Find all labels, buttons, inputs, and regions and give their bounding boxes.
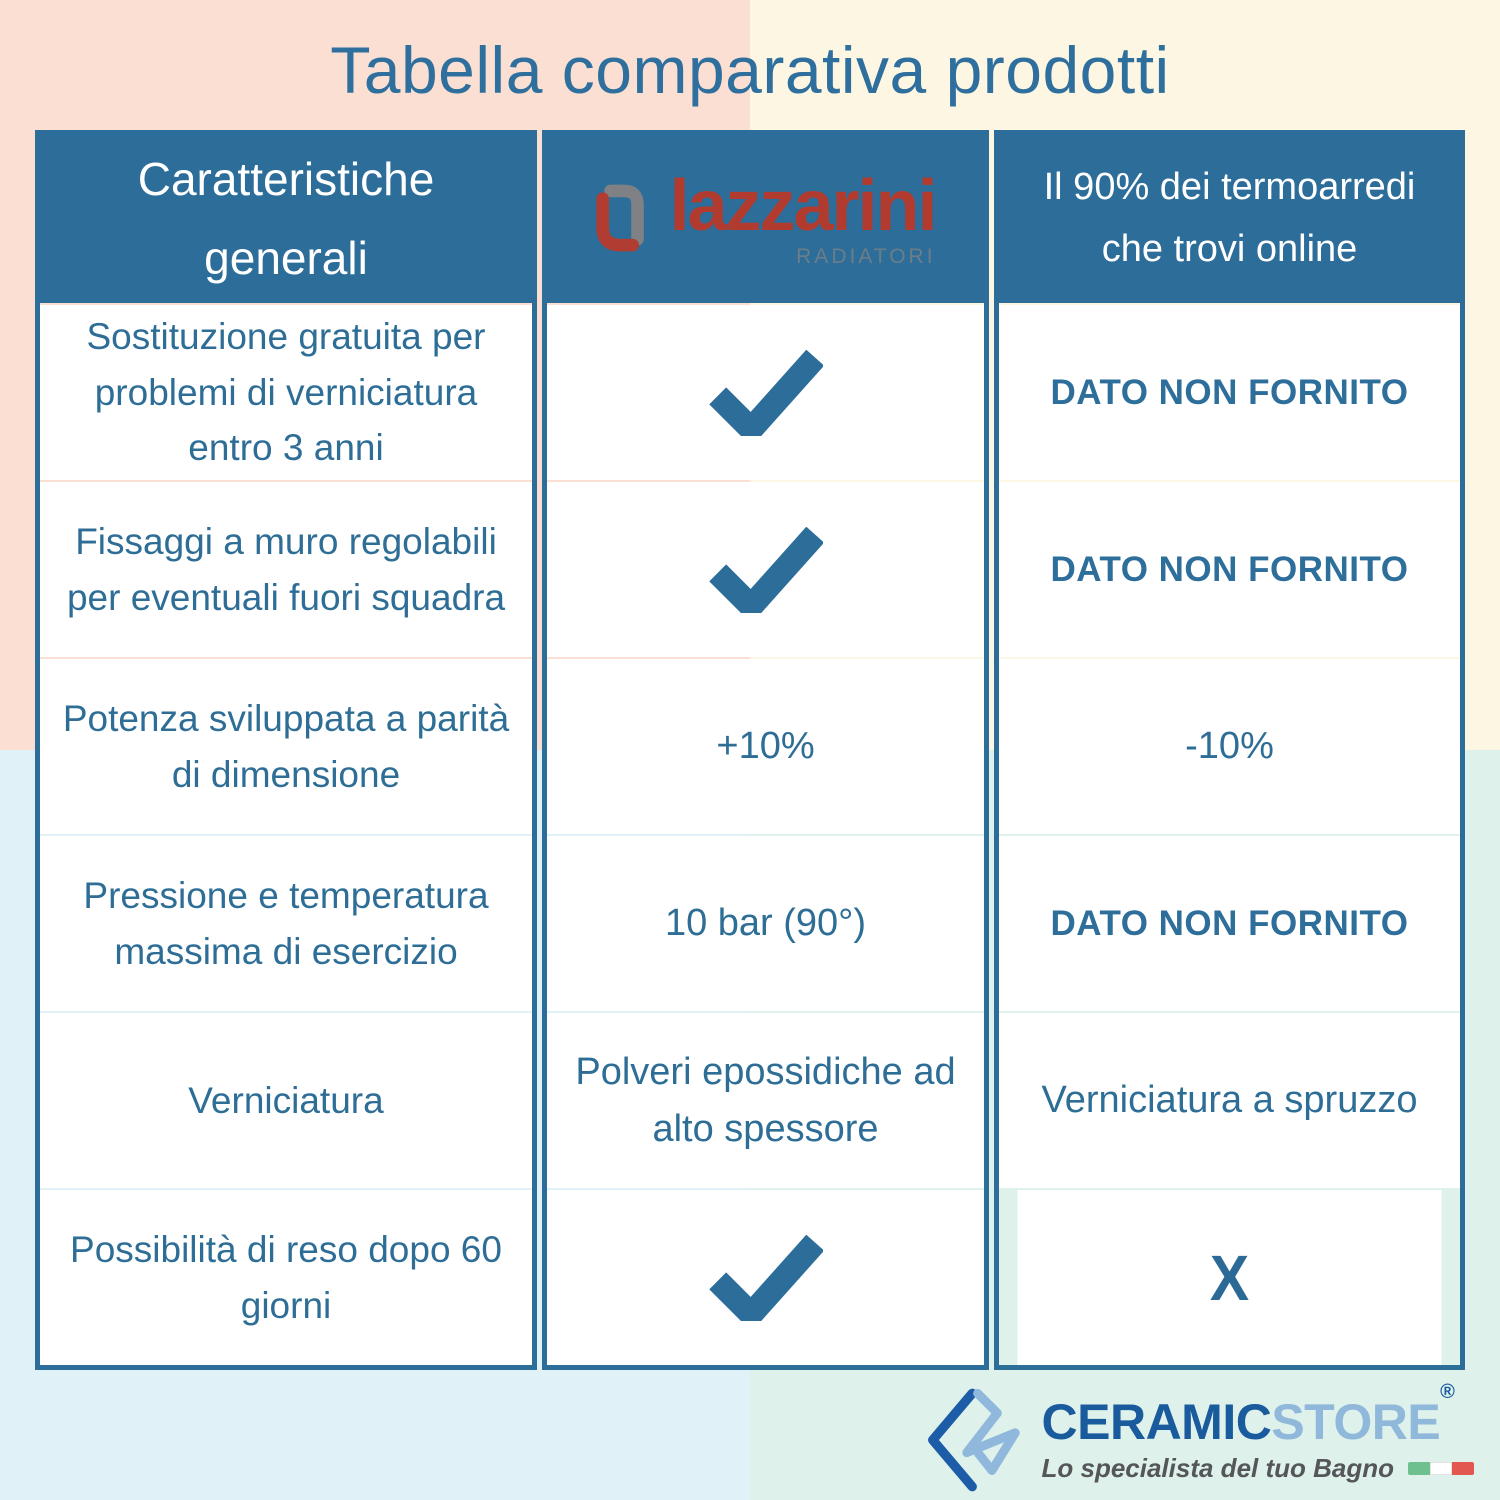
ceramicstore-diamond-icon — [927, 1388, 1020, 1492]
registered-trademark-symbol: ® — [1440, 1381, 1455, 1404]
features-column: Caratteristiche generali Sostituzione gr… — [35, 130, 537, 1370]
online-value-cell-row2: DATO NON FORNITO — [999, 482, 1460, 657]
brand-part-ceramic: CERAMIC — [1041, 1394, 1272, 1451]
feature-cell-row3: Potenza sviluppata a parità di dimension… — [40, 659, 532, 834]
page-title: Tabella comparativa prodotti — [330, 33, 1170, 107]
checkmark-icon — [709, 526, 823, 613]
lazzarini-value-cell-row5: Polveri epossidiche ad alto spessore — [547, 1013, 984, 1188]
lazzarini-value-cell-row3: +10% — [547, 659, 984, 834]
ceramicstore-brand-text: CERAMICSTORE® — [1041, 1382, 1455, 1451]
italian-flag-icon — [1408, 1461, 1474, 1475]
lazzarini-header-cell: lazzarini RADIATORI — [547, 135, 984, 303]
lazzarini-brand-text: lazzarini — [669, 165, 937, 246]
lazzarini-value-cell-row4: 10 bar (90°) — [547, 836, 984, 1011]
comparison-table: Caratteristiche generali Sostituzione gr… — [35, 130, 1465, 1370]
online-value-cell-row5: Verniciatura a spruzzo — [999, 1013, 1460, 1188]
brand-part-store: STORE — [1271, 1394, 1441, 1451]
lazzarini-bracket-icon — [596, 184, 645, 252]
lazzarini-subtitle-text: RADIATORI — [796, 244, 936, 268]
brand-tagline: Lo specialista del tuo Bagno — [1041, 1452, 1395, 1483]
checkmark-icon — [709, 349, 823, 436]
lazzarini-wordmark: lazzarini RADIATORI — [669, 165, 937, 269]
online-value-cell-row4: DATO NON FORNITO — [999, 836, 1460, 1011]
x-mark: X — [1017, 1190, 1442, 1365]
ceramicstore-text-block: CERAMICSTORE® Lo specialista del tuo Bag… — [1041, 1382, 1474, 1484]
feature-cell-row2: Fissaggi a muro regolabili per eventuali… — [40, 482, 532, 657]
features-header-cell: Caratteristiche generali — [40, 135, 532, 303]
online-value-cell-row1: DATO NON FORNITO — [999, 305, 1460, 480]
lazzarini-value-cell-row2 — [547, 482, 984, 657]
online-header-cell: Il 90% dei termoarredi che trovi online — [999, 135, 1460, 303]
online-products-column: Il 90% dei termoarredi che trovi online … — [994, 130, 1465, 1370]
feature-cell-row1: Sostituzione gratuita per problemi di ve… — [40, 305, 532, 480]
feature-cell-row4: Pressione e temperatura massima di eserc… — [40, 836, 532, 1011]
online-value-cell-row3: -10% — [999, 659, 1460, 834]
lazzarini-value-cell-row1 — [547, 305, 984, 480]
checkmark-icon — [709, 1234, 823, 1321]
tagline-row: Lo specialista del tuo Bagno — [1041, 1452, 1474, 1484]
feature-cell-row6: Possibilità di reso dopo 60 giorni — [40, 1190, 532, 1365]
ceramicstore-logo: CERAMICSTORE® Lo specialista del tuo Bag… — [920, 1382, 1474, 1492]
lazzarini-column: lazzarini RADIATORI +10% 10 bar (90°) Po… — [542, 130, 989, 1370]
lazzarini-logo: lazzarini RADIATORI — [595, 165, 938, 269]
lazzarini-value-cell-row6 — [547, 1190, 984, 1365]
feature-cell-row5: Verniciatura — [40, 1013, 532, 1188]
